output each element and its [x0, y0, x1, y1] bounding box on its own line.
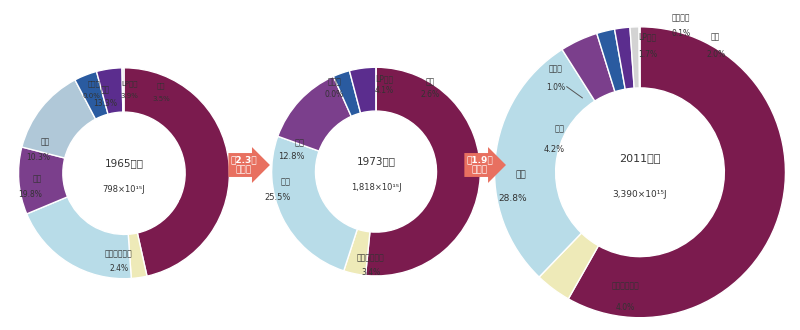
Text: 石炭: 石炭: [100, 85, 110, 94]
Text: 潤滑油: 潤滑油: [327, 77, 341, 86]
Text: 13.3%: 13.3%: [93, 99, 117, 108]
Text: LPガス: LPガス: [375, 74, 394, 83]
Wedge shape: [128, 233, 147, 279]
Text: ガソリン: ガソリン: [732, 193, 758, 204]
Text: LPガス: LPガス: [121, 80, 138, 87]
Text: 重油: 重油: [41, 137, 50, 146]
Text: 1.0%: 1.0%: [546, 83, 565, 92]
Wedge shape: [630, 27, 639, 88]
Text: 3.4%: 3.4%: [361, 268, 381, 277]
Text: 電力: 電力: [711, 32, 720, 41]
Wedge shape: [334, 71, 361, 116]
Wedge shape: [122, 68, 124, 112]
Wedge shape: [614, 27, 634, 89]
Wedge shape: [18, 147, 67, 214]
Text: LPガス: LPガス: [638, 32, 656, 41]
Text: 重油: 重油: [554, 124, 564, 133]
Wedge shape: [272, 136, 358, 271]
Text: 0.1%: 0.1%: [671, 29, 690, 39]
Text: 10.3%: 10.3%: [26, 153, 50, 162]
Text: ガソリン: ガソリン: [438, 187, 461, 197]
Text: 1965年度: 1965年度: [105, 158, 143, 168]
Wedge shape: [539, 233, 598, 299]
Text: 2.4%: 2.4%: [109, 264, 128, 273]
Text: 12.8%: 12.8%: [278, 152, 305, 161]
Wedge shape: [344, 229, 370, 276]
Text: 4.0%: 4.0%: [616, 303, 635, 312]
Text: 2.6%: 2.6%: [421, 89, 440, 99]
Wedge shape: [350, 67, 376, 113]
Text: 軽油: 軽油: [33, 174, 42, 183]
Wedge shape: [22, 80, 95, 158]
Text: 4.1%: 4.1%: [374, 86, 394, 95]
Text: 3,390×10¹⁵J: 3,390×10¹⁵J: [613, 190, 667, 199]
Text: ジェット燃料: ジェット燃料: [611, 281, 639, 290]
Text: 1,818×10¹⁵J: 1,818×10¹⁵J: [350, 183, 402, 192]
Wedge shape: [26, 197, 131, 279]
Text: 2011年度: 2011年度: [619, 153, 661, 163]
Wedge shape: [278, 76, 351, 151]
Text: 28.8%: 28.8%: [498, 194, 526, 203]
Text: 軽油: 軽油: [281, 178, 290, 186]
Text: 19.8%: 19.8%: [18, 190, 42, 199]
Text: 3.5%: 3.5%: [152, 96, 170, 102]
Wedge shape: [366, 67, 480, 276]
Text: 51.6%: 51.6%: [432, 206, 466, 216]
Text: 約1.9倍
に増加: 約1.9倍 に増加: [466, 155, 494, 175]
Wedge shape: [562, 33, 615, 101]
Wedge shape: [97, 68, 123, 114]
Text: 潤滑油: 潤滑油: [549, 64, 562, 73]
Text: 3.9%: 3.9%: [120, 93, 138, 99]
Text: ジェット燃料: ジェット燃料: [105, 249, 133, 258]
Text: 約2.3倍
に増加: 約2.3倍 に増加: [230, 155, 258, 175]
Text: 電力: 電力: [157, 82, 165, 89]
Text: 1973年度: 1973年度: [357, 156, 395, 166]
Text: 1.7%: 1.7%: [638, 50, 657, 59]
Text: 重油: 重油: [295, 138, 305, 147]
Wedge shape: [639, 27, 640, 88]
Text: ガソリン: ガソリン: [178, 200, 200, 210]
Text: 4.2%: 4.2%: [543, 145, 564, 153]
Text: 0.0%: 0.0%: [325, 89, 344, 99]
Text: 798×10¹⁵J: 798×10¹⁵J: [102, 184, 146, 194]
Text: 潤滑油: 潤滑油: [88, 80, 101, 87]
Text: 軽油: 軽油: [516, 171, 526, 180]
Wedge shape: [494, 50, 594, 277]
Text: 0.0%: 0.0%: [83, 93, 101, 99]
Text: 電力: 電力: [426, 77, 435, 86]
Text: 58.2%: 58.2%: [726, 218, 763, 228]
Text: 46.5%: 46.5%: [174, 219, 205, 228]
Text: 天然ガス: 天然ガス: [671, 14, 690, 22]
Text: ジェット燃料: ジェット燃料: [357, 253, 385, 262]
Text: 2.0%: 2.0%: [706, 50, 725, 59]
Text: 25.5%: 25.5%: [264, 193, 290, 202]
Wedge shape: [75, 72, 108, 119]
Wedge shape: [597, 29, 626, 92]
Wedge shape: [568, 27, 786, 318]
Wedge shape: [124, 68, 230, 276]
